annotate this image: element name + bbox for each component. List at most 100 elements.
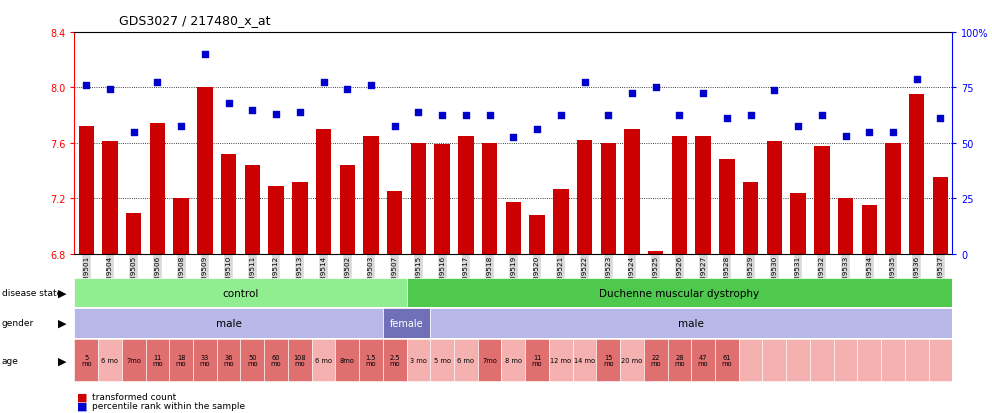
Text: control: control <box>222 288 259 298</box>
Bar <box>454 339 478 381</box>
Bar <box>600 144 616 254</box>
Bar <box>672 137 687 254</box>
Bar <box>387 192 403 254</box>
Point <box>363 82 379 89</box>
Bar <box>264 339 288 381</box>
Bar <box>549 339 572 381</box>
Bar <box>98 339 122 381</box>
Text: 11
mo: 11 mo <box>532 354 543 367</box>
Bar <box>695 137 711 254</box>
Bar <box>881 339 905 381</box>
Text: 47
mo: 47 mo <box>697 354 708 367</box>
Bar <box>648 251 664 254</box>
Bar <box>576 141 592 254</box>
Bar <box>359 339 383 381</box>
Bar <box>905 339 929 381</box>
Bar <box>691 339 715 381</box>
Bar <box>929 339 952 381</box>
Point <box>695 90 711 97</box>
Point <box>932 115 948 122</box>
Text: male: male <box>215 318 242 328</box>
Text: 8mo: 8mo <box>340 357 355 363</box>
Text: ▶: ▶ <box>59 318 66 328</box>
Bar <box>932 178 948 254</box>
Point <box>885 129 901 136</box>
Point <box>813 113 829 119</box>
Bar <box>482 144 497 254</box>
Bar <box>74 278 407 308</box>
Text: 50
mo: 50 mo <box>247 354 258 367</box>
Bar <box>502 339 525 381</box>
Text: percentile rank within the sample: percentile rank within the sample <box>92 401 245 410</box>
Bar <box>74 308 383 338</box>
Point <box>576 79 592 86</box>
Point <box>624 90 640 97</box>
Text: 22
mo: 22 mo <box>651 354 661 367</box>
Text: 20 mo: 20 mo <box>621 357 643 363</box>
Bar <box>814 146 829 254</box>
Point <box>600 113 616 119</box>
Text: disease state: disease state <box>2 288 62 297</box>
Text: 61
mo: 61 mo <box>721 354 732 367</box>
Bar <box>624 130 640 254</box>
Text: 7mo: 7mo <box>482 357 497 363</box>
Text: 5
mo: 5 mo <box>81 354 91 367</box>
Bar <box>434 145 450 254</box>
Bar <box>763 339 787 381</box>
Bar <box>150 124 165 254</box>
Text: 15
mo: 15 mo <box>603 354 614 367</box>
Point <box>339 86 355 93</box>
Point <box>268 111 284 118</box>
Bar <box>217 339 240 381</box>
Text: ▶: ▶ <box>59 288 66 298</box>
Bar <box>791 193 806 254</box>
Point <box>719 115 735 122</box>
Bar <box>431 339 454 381</box>
Point <box>102 86 118 93</box>
Point <box>553 113 568 119</box>
Bar <box>174 199 188 254</box>
Bar <box>193 339 217 381</box>
Point <box>743 113 759 119</box>
Bar <box>411 144 427 254</box>
Bar <box>383 339 407 381</box>
Bar <box>102 142 118 254</box>
Point <box>482 113 498 119</box>
Text: 1.5
mo: 1.5 mo <box>366 354 376 367</box>
Bar <box>197 88 212 254</box>
Text: 36
mo: 36 mo <box>223 354 234 367</box>
Bar <box>554 189 568 254</box>
Bar <box>78 127 94 254</box>
Bar <box>74 339 98 381</box>
Text: 108
mo: 108 mo <box>294 354 307 367</box>
Point <box>434 113 450 119</box>
Bar <box>525 339 549 381</box>
Bar <box>407 339 431 381</box>
Point <box>315 79 331 86</box>
Point <box>292 110 308 116</box>
Bar <box>596 339 620 381</box>
Point <box>458 113 474 119</box>
Text: ▶: ▶ <box>59 355 66 366</box>
Text: 8 mo: 8 mo <box>505 357 522 363</box>
Bar <box>363 137 379 254</box>
Text: 2.5
mo: 2.5 mo <box>390 354 400 367</box>
Bar <box>644 339 668 381</box>
Bar <box>767 142 782 254</box>
Bar <box>126 214 142 254</box>
Bar <box>146 339 170 381</box>
Point <box>529 126 545 133</box>
Point <box>411 110 427 116</box>
Bar <box>122 339 146 381</box>
Text: 3 mo: 3 mo <box>410 357 427 363</box>
Point <box>909 77 925 83</box>
Bar <box>885 144 901 254</box>
Bar <box>478 339 502 381</box>
Text: 12 mo: 12 mo <box>551 357 571 363</box>
Bar <box>715 339 739 381</box>
Bar <box>909 95 925 254</box>
Bar <box>787 339 809 381</box>
Point <box>197 52 213 58</box>
Bar <box>240 339 264 381</box>
Bar <box>739 339 763 381</box>
